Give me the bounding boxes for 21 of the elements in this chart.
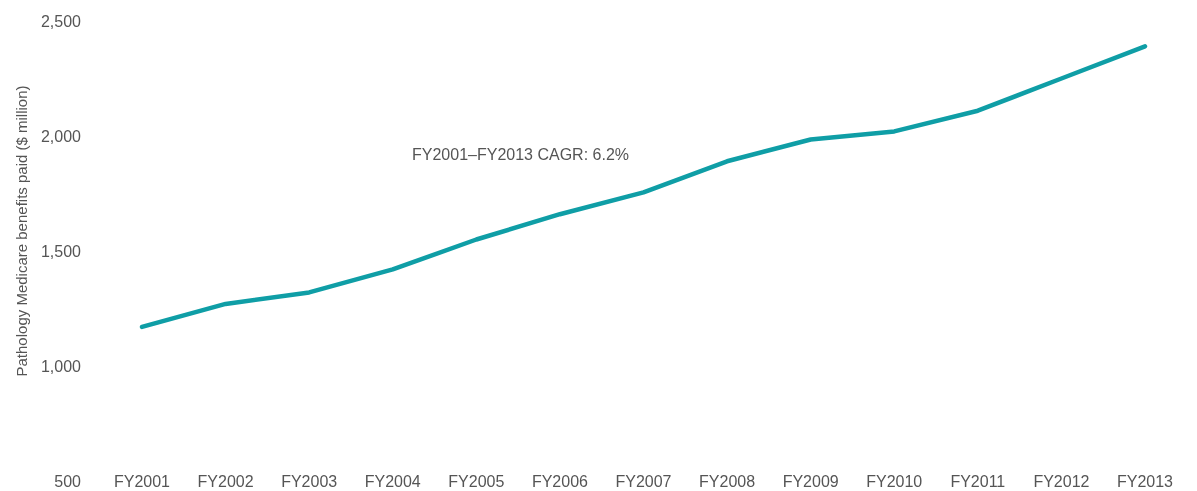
x-tick-label: FY2011	[950, 472, 1006, 490]
x-tick-label: FY2009	[782, 472, 839, 490]
x-tick-label: FY2007	[615, 472, 672, 490]
y-tick-label: 1,500	[40, 242, 82, 260]
x-tick-label: FY2006	[531, 472, 589, 490]
y-tick-label: 500	[54, 472, 82, 490]
y-axis-title: Pathology Medicare benefits paid ($ million)	[13, 85, 31, 377]
y-tick-label: 1,000	[40, 357, 82, 375]
x-tick-label: FY2008	[699, 472, 756, 490]
x-tick-label: FY2002	[197, 472, 254, 490]
x-tick-label: FY2001	[113, 472, 171, 490]
x-tick-label: FY2012	[1033, 472, 1090, 490]
y-tick-label: 2,000	[40, 127, 82, 145]
x-tick-label: FY2013	[1116, 472, 1174, 490]
x-tick-label: FY2003	[281, 472, 338, 490]
y-tick-label: 2,500	[40, 12, 82, 30]
annotation: FY2001–FY2013 CAGR: 6.2%	[412, 146, 630, 163]
x-tick-label: FY2004	[364, 472, 421, 490]
line-series	[139, 44, 1148, 330]
x-tick-label: FY2005	[448, 472, 505, 490]
x-tick-label: FY2010	[866, 472, 923, 490]
